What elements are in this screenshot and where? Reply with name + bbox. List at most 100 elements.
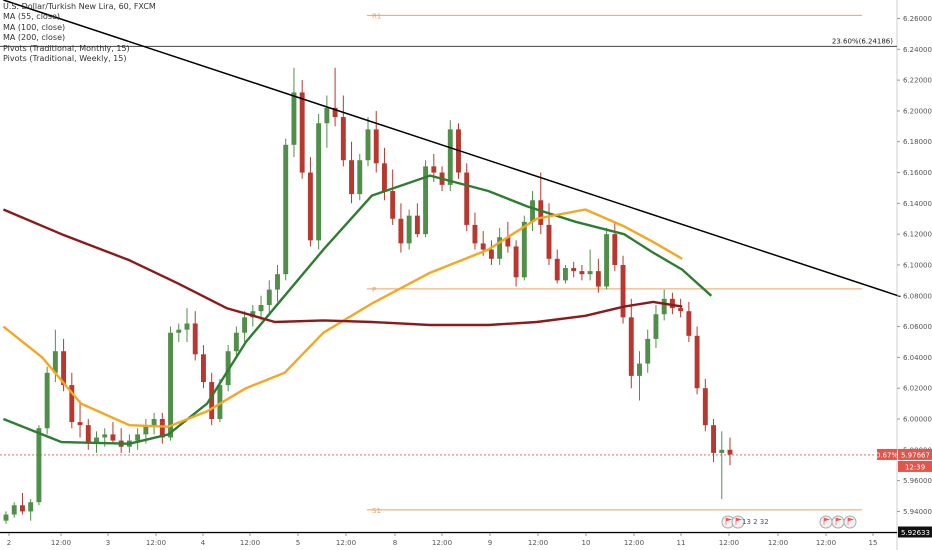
candle-body <box>719 449 725 453</box>
candle-body <box>192 323 198 355</box>
change-pct-text: 0.67% <box>876 451 899 459</box>
change-pct-badge <box>877 448 897 460</box>
event-flag-icon-2[interactable] <box>819 515 833 529</box>
current-price-text: 5.97667 <box>901 451 930 459</box>
flag-shape <box>823 517 831 525</box>
flag-shape <box>835 517 843 525</box>
current-price-badge <box>898 448 932 460</box>
markers: 0.67% 5.97667 12:39 5.92633 13 2 32 <box>721 448 932 538</box>
price-tick-label: 6.22000 <box>903 77 932 85</box>
candle-body <box>661 298 667 315</box>
candle-body <box>340 117 346 161</box>
candle-body <box>612 234 618 265</box>
candle-body <box>571 268 577 272</box>
candle-body <box>176 329 182 333</box>
study-pivots-monthly[interactable]: Pivots (Traditional, Monthly, 15) <box>3 43 130 53</box>
candle-body <box>669 298 675 309</box>
candle-body <box>637 363 642 376</box>
candle-body <box>472 224 478 244</box>
time-tick-label: 5 <box>296 539 300 547</box>
candle-body <box>307 172 313 241</box>
candle-body <box>373 129 379 164</box>
trendline-layer <box>3 0 901 298</box>
price-tick-label: 6.00000 <box>903 416 932 424</box>
candle-body <box>678 308 684 312</box>
candle-body <box>686 311 692 336</box>
time-tick-label: 12:00 <box>719 539 739 547</box>
candle-body <box>406 215 412 244</box>
candle-body <box>110 434 116 441</box>
candle-body <box>530 200 536 222</box>
candle-body <box>250 311 256 318</box>
candle-body <box>349 160 355 195</box>
flag-shape <box>735 517 743 525</box>
study-ma200[interactable]: MA (200, close) <box>3 33 66 43</box>
time-tick-label: 12:00 <box>51 539 71 547</box>
pivot-levels: R1 23.60%(6.24186) P S1 <box>0 12 897 534</box>
flag-circle <box>831 515 845 529</box>
ma55-line <box>2 174 713 445</box>
time-tick-label: 12:00 <box>816 539 836 547</box>
candle-body <box>324 107 330 124</box>
candle-body <box>52 351 58 373</box>
candle-body <box>77 422 83 426</box>
time-tick-label: 4 <box>201 539 206 547</box>
candle-body <box>579 271 585 275</box>
time-tick-label: 10 <box>582 539 591 547</box>
time-tick-label: 2 <box>7 539 11 547</box>
ma200-line <box>2 208 683 327</box>
candle-body <box>143 425 149 435</box>
candle-body <box>390 191 396 219</box>
candle-body <box>217 385 223 420</box>
candle-body <box>159 419 165 438</box>
candle-body <box>266 289 272 306</box>
candle-body <box>645 338 651 364</box>
candle-body <box>604 234 610 287</box>
event-flag-icon-2[interactable] <box>843 515 857 529</box>
candle-body <box>85 425 91 444</box>
candle-body <box>151 419 157 426</box>
price-tick-label: 6.04000 <box>903 354 932 362</box>
countdown-badge <box>898 460 932 472</box>
candle-body <box>102 434 108 438</box>
candle-body <box>291 92 297 145</box>
pivot-label-s1: S1 <box>372 507 381 515</box>
time-tick-label: 12:00 <box>240 539 260 547</box>
candle-body <box>587 271 593 275</box>
flag-circle <box>843 515 857 529</box>
candle-body <box>505 237 511 247</box>
flag-shape <box>847 517 855 525</box>
candle-body <box>299 92 305 173</box>
candle-body <box>381 163 387 192</box>
candle-body <box>423 166 429 235</box>
time-tick-label: 9 <box>488 539 492 547</box>
candle-body <box>620 264 626 318</box>
candle-body <box>242 317 248 333</box>
candle-body <box>480 243 486 250</box>
candle-body <box>562 268 568 281</box>
candle-body <box>184 323 190 330</box>
event-flag-icon-2[interactable] <box>831 515 845 529</box>
candle-body <box>398 218 404 244</box>
study-ma55[interactable]: MA (55, close) <box>3 12 61 22</box>
candle-body <box>283 144 289 275</box>
candle-body <box>316 123 322 241</box>
candle-body <box>69 385 75 423</box>
candle-body <box>497 237 503 259</box>
study-ma100[interactable]: MA (100, close) <box>3 22 66 32</box>
event-flag-icon-1[interactable] <box>731 515 745 529</box>
candle-body <box>3 514 9 521</box>
countdown-text: 12:39 <box>905 463 925 471</box>
time-tick-label: 12:00 <box>336 539 356 547</box>
candle-body <box>168 332 174 438</box>
candle-body <box>694 335 700 389</box>
study-pivots-weekly[interactable]: Pivots (Traditional, Weekly, 15) <box>3 54 127 64</box>
price-tick-label: 5.94000 <box>903 508 932 516</box>
candle-body <box>431 166 437 173</box>
candle-body <box>11 505 17 515</box>
time-tick-label: 12:00 <box>528 539 548 547</box>
ma100-line <box>2 208 683 428</box>
